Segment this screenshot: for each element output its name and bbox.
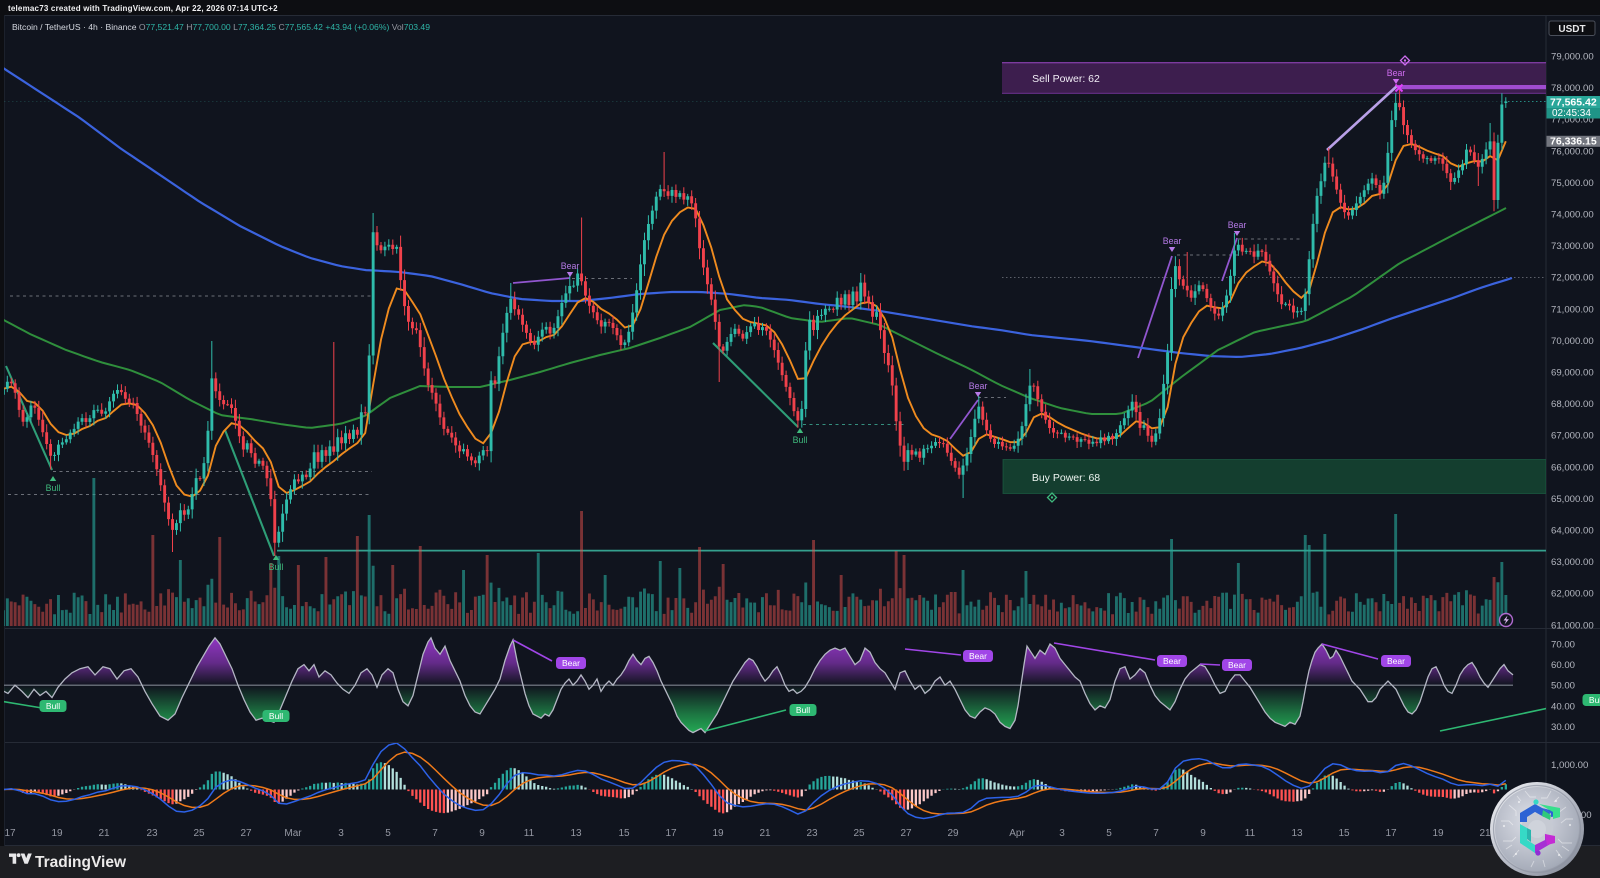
svg-text:Bear: Bear <box>1163 656 1181 666</box>
svg-text:23: 23 <box>806 828 818 839</box>
svg-text:63,000.00: 63,000.00 <box>1551 557 1594 568</box>
svg-text:Mar: Mar <box>284 828 302 839</box>
svg-text:Bear: Bear <box>969 651 987 661</box>
svg-text:77,565.42: 77,565.42 <box>1550 97 1597 109</box>
svg-text:71,000.00: 71,000.00 <box>1551 304 1594 315</box>
svg-text:21: 21 <box>98 828 110 839</box>
svg-text:17: 17 <box>1385 828 1397 839</box>
svg-text:65,000.00: 65,000.00 <box>1551 494 1594 505</box>
svg-text:11: 11 <box>1245 828 1256 839</box>
svg-text:Bear: Bear <box>1387 68 1406 78</box>
svg-text:Bull: Bull <box>269 711 283 721</box>
svg-text:02:45:34: 02:45:34 <box>1552 108 1591 119</box>
svg-text:13: 13 <box>570 828 582 839</box>
svg-text:3: 3 <box>338 828 344 839</box>
svg-text:telemac73 created with Trading: telemac73 created with TradingView.com, … <box>8 4 278 13</box>
svg-text:29: 29 <box>947 828 959 839</box>
svg-text:Bear: Bear <box>969 381 988 391</box>
svg-text:74,000.00: 74,000.00 <box>1551 210 1594 221</box>
svg-text:Bull: Bull <box>796 705 810 715</box>
svg-text:Bitcoin / TetherUS · 4h · Bina: Bitcoin / TetherUS · 4h · Binance O77,52… <box>12 22 430 32</box>
svg-text:73,000.00: 73,000.00 <box>1551 241 1594 252</box>
svg-text:40.00: 40.00 <box>1551 701 1575 712</box>
svg-text:Bear: Bear <box>1163 236 1182 246</box>
svg-text:25: 25 <box>853 828 865 839</box>
svg-text:1,000.00: 1,000.00 <box>1551 760 1588 771</box>
svg-text:7: 7 <box>1153 828 1159 839</box>
svg-text:19: 19 <box>712 828 724 839</box>
svg-text:21: 21 <box>1479 828 1491 839</box>
svg-text:70.00: 70.00 <box>1551 640 1575 651</box>
svg-text:27: 27 <box>240 828 252 839</box>
svg-text:50.00: 50.00 <box>1551 681 1575 692</box>
svg-text:79,000.00: 79,000.00 <box>1551 52 1594 63</box>
svg-text:69,000.00: 69,000.00 <box>1551 368 1594 379</box>
svg-text:Bull: Bull <box>46 701 60 711</box>
svg-text:77,000.00: 77,000.00 <box>1551 115 1594 126</box>
svg-text:3: 3 <box>1059 828 1065 839</box>
svg-text:13: 13 <box>1291 828 1303 839</box>
svg-text:17: 17 <box>665 828 677 839</box>
svg-text:25: 25 <box>193 828 205 839</box>
svg-text:TradingView: TradingView <box>35 854 127 871</box>
svg-text:Bear: Bear <box>561 261 580 271</box>
svg-text:78,000.00: 78,000.00 <box>1551 83 1594 94</box>
svg-text:Bull: Bull <box>269 562 284 572</box>
svg-text:5: 5 <box>385 828 391 839</box>
svg-text:5: 5 <box>1106 828 1112 839</box>
svg-text:62,000.00: 62,000.00 <box>1551 589 1594 600</box>
svg-text:60.00: 60.00 <box>1551 660 1575 671</box>
svg-text:9: 9 <box>479 828 485 839</box>
svg-text:Bear: Bear <box>562 658 580 668</box>
svg-text:Bull: Bull <box>793 435 808 445</box>
svg-text:Bull: Bull <box>1589 695 1600 705</box>
svg-text:66,000.00: 66,000.00 <box>1551 462 1594 473</box>
svg-text:64,000.00: 64,000.00 <box>1551 526 1594 537</box>
svg-text:23: 23 <box>146 828 158 839</box>
svg-text:11: 11 <box>524 828 535 839</box>
svg-text:70,000.00: 70,000.00 <box>1551 336 1594 347</box>
svg-text:67,000.00: 67,000.00 <box>1551 431 1594 442</box>
svg-text:61,000.00: 61,000.00 <box>1551 620 1594 631</box>
svg-text:Bear: Bear <box>1228 220 1247 230</box>
svg-text:Apr: Apr <box>1009 828 1025 839</box>
svg-text:17: 17 <box>4 828 16 839</box>
svg-text:Bull: Bull <box>46 483 61 493</box>
svg-text:68,000.00: 68,000.00 <box>1551 399 1594 410</box>
svg-text:76,000.00: 76,000.00 <box>1551 146 1594 157</box>
svg-text:15: 15 <box>1338 828 1350 839</box>
svg-text:USDT: USDT <box>1558 24 1585 35</box>
svg-text:9: 9 <box>1200 828 1206 839</box>
svg-text:Bear: Bear <box>1387 656 1405 666</box>
svg-text:Sell Power: 62: Sell Power: 62 <box>1032 73 1100 85</box>
svg-text:76,336.15: 76,336.15 <box>1550 136 1597 148</box>
svg-text:21: 21 <box>759 828 771 839</box>
svg-text:Buy Power: 68: Buy Power: 68 <box>1032 472 1100 484</box>
svg-text:19: 19 <box>51 828 63 839</box>
svg-text:75,000.00: 75,000.00 <box>1551 178 1594 189</box>
svg-text:15: 15 <box>618 828 630 839</box>
svg-text:19: 19 <box>1432 828 1444 839</box>
svg-text:27: 27 <box>900 828 912 839</box>
svg-text:Bear: Bear <box>1228 660 1246 670</box>
svg-text:72,000.00: 72,000.00 <box>1551 273 1594 284</box>
svg-text:7: 7 <box>432 828 438 839</box>
svg-text:30.00: 30.00 <box>1551 722 1575 733</box>
